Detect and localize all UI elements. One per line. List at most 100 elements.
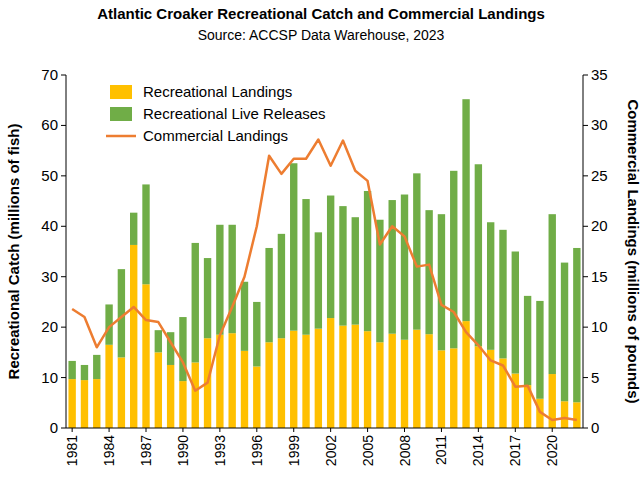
bar	[524, 296, 531, 385]
y-tick	[61, 428, 66, 429]
bar	[438, 350, 445, 428]
bar	[179, 381, 186, 428]
bar	[290, 163, 297, 330]
legend-label: Recreational Live Releases	[143, 105, 326, 122]
bar	[389, 334, 396, 428]
bar	[425, 334, 432, 428]
y2-tick-label: 35	[591, 66, 608, 83]
bar	[339, 326, 346, 428]
bar	[130, 213, 137, 245]
bar	[290, 331, 297, 428]
bar	[81, 365, 88, 380]
bar	[118, 269, 125, 357]
bar	[438, 214, 445, 350]
bar	[265, 248, 272, 342]
bar	[475, 346, 482, 428]
bar	[475, 164, 482, 346]
x-tick	[219, 428, 220, 432]
x-tick-label: 2005	[360, 435, 376, 466]
y2-tick-label: 15	[591, 268, 608, 285]
bar	[93, 379, 100, 428]
bar	[389, 200, 396, 334]
bar	[352, 325, 359, 428]
bar	[68, 379, 75, 428]
bar	[352, 217, 359, 324]
bar	[376, 342, 383, 428]
y-tick-label: 30	[41, 268, 58, 285]
bar	[192, 362, 199, 428]
y-tick-label: 20	[41, 318, 58, 335]
bar	[401, 195, 408, 340]
y-tick	[61, 226, 66, 227]
bar	[499, 230, 506, 359]
y-tick-label: 70	[41, 66, 58, 83]
title: Atlantic Croaker Recreational Catch and …	[97, 5, 545, 22]
y-axis-label: Recreational Catch (millions of fish)	[5, 124, 22, 380]
y2-tick	[583, 276, 588, 277]
bar	[364, 191, 371, 331]
x-tick-label: 1996	[249, 435, 265, 466]
y2-axis-line	[583, 75, 584, 428]
bar	[155, 352, 162, 428]
bar	[204, 258, 211, 338]
legend-label: Commercial Landings	[143, 127, 288, 144]
line	[72, 140, 577, 420]
x-tick	[441, 428, 442, 432]
bar	[93, 355, 100, 379]
bar	[216, 225, 223, 335]
bar	[118, 357, 125, 428]
y2-tick-label: 25	[591, 167, 608, 184]
y-tick	[61, 125, 66, 126]
bar	[253, 366, 260, 428]
bar	[536, 301, 543, 399]
y-tick	[61, 276, 66, 277]
bar	[450, 171, 457, 349]
bar	[450, 348, 457, 428]
y2-tick-label: 20	[591, 217, 608, 234]
bar	[302, 335, 309, 428]
chart-container: Atlantic Croaker Recreational Catch and …	[0, 0, 642, 492]
x-tick	[256, 428, 257, 432]
y-tick	[61, 75, 66, 76]
y-tick-label: 40	[41, 217, 58, 234]
y-tick	[61, 327, 66, 328]
bar	[265, 342, 272, 428]
x-tick-label: 1987	[138, 435, 154, 466]
y2-tick	[583, 226, 588, 227]
x-tick-label: 1993	[212, 435, 228, 466]
bar	[167, 365, 174, 428]
x-tick-label: 2014	[470, 435, 486, 466]
bar	[561, 263, 568, 402]
bar	[561, 401, 568, 428]
bar	[130, 245, 137, 428]
x-axis-line	[66, 428, 583, 429]
bar	[228, 333, 235, 428]
x-tick	[146, 428, 147, 432]
bar	[573, 248, 580, 402]
bar	[241, 351, 248, 428]
x-tick	[515, 428, 516, 432]
bar	[155, 330, 162, 352]
legend-swatch	[110, 107, 132, 121]
bar	[512, 252, 519, 374]
bar	[278, 338, 285, 428]
y2-tick-label: 5	[591, 369, 599, 386]
x-tick-label: 1990	[175, 435, 191, 466]
x-tick-label: 1999	[286, 435, 302, 466]
y2-tick	[583, 125, 588, 126]
x-tick-label: 1981	[64, 435, 80, 466]
x-tick-label: 2020	[544, 435, 560, 466]
x-tick-label: 1984	[101, 435, 117, 466]
bar	[241, 282, 248, 351]
y-axis-line	[66, 75, 67, 428]
bar	[105, 345, 112, 428]
y-tick-label: 60	[41, 116, 58, 133]
y2-tick	[583, 327, 588, 328]
bar	[549, 214, 556, 374]
x-tick	[367, 428, 368, 432]
bar	[142, 184, 149, 284]
x-tick-label: 2011	[433, 435, 449, 465]
y2-axis-label: Commercial Landings (millions of pounds)	[625, 99, 642, 403]
x-tick	[293, 428, 294, 432]
bar	[413, 173, 420, 329]
